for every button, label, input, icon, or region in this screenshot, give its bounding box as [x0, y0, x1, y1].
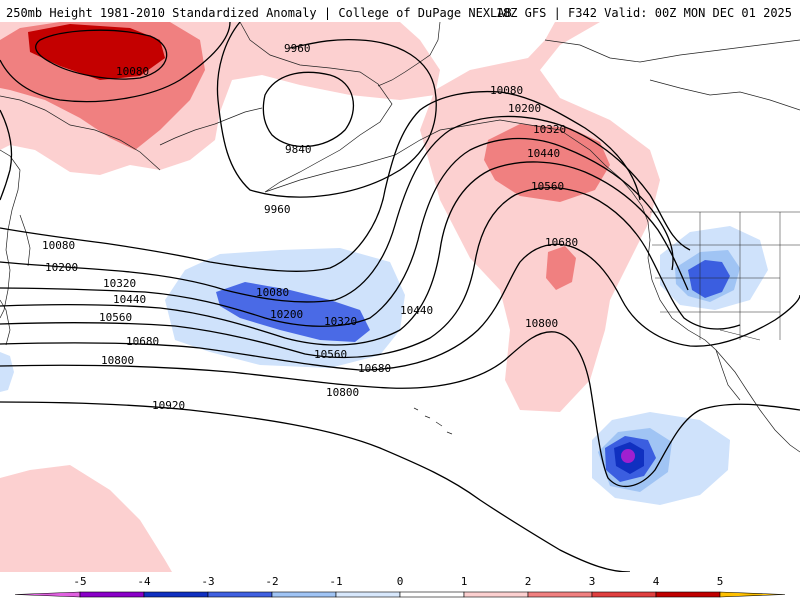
contour-label: 10320: [533, 123, 566, 136]
state-borders: [650, 211, 800, 341]
contour-label: 10080: [42, 239, 75, 252]
japan-coast: [0, 299, 11, 346]
legend-swatch: [591, 591, 657, 598]
legend-tick-label: 5: [717, 575, 724, 588]
geography: [0, 22, 800, 453]
legend-tick-label: 1: [461, 575, 468, 588]
hawaii-islands: [413, 407, 453, 435]
contour-label: 10800: [525, 317, 558, 330]
legend-swatch: [527, 591, 593, 598]
positive-anomaly-region: [546, 246, 576, 290]
contour-labels: 10080 9960 9840 9960 10080 10200 10320 1…: [42, 42, 578, 412]
contour-label: 10080: [116, 65, 149, 78]
model-valid-time: 18Z GFS | F342 Valid: 00Z MON DEC 01 202…: [495, 6, 792, 20]
siberia-coastline: [0, 95, 161, 171]
contour-label: 10680: [545, 236, 578, 249]
contour-label: 10680: [358, 362, 391, 375]
contour-label: 9840: [285, 143, 312, 156]
legend-tick-label: 0: [397, 575, 404, 588]
contour-west-edge: [0, 109, 13, 201]
title-bar: 250mb Height 1981-2010 Standardized Anom…: [0, 0, 800, 22]
positive-anomaly-region: [0, 465, 172, 572]
alaska-coastline: [239, 22, 561, 193]
legend-swatch: [719, 591, 786, 598]
positive-anomaly-core: [28, 24, 165, 80]
mexico-coastline: [715, 349, 800, 453]
contour-9840: [262, 71, 354, 148]
contour-10800: [0, 331, 800, 488]
anomaly-shading: [0, 22, 768, 572]
contour-label: 10560: [314, 348, 347, 361]
contour-10920: [0, 401, 631, 572]
legend-tick-label: 2: [525, 575, 532, 588]
legend-swatch: [655, 591, 721, 598]
contour-10560: [0, 186, 741, 359]
legend-swatch: [463, 591, 529, 598]
legend-tick-label: -1: [329, 575, 342, 588]
contour-label: 10320: [324, 315, 357, 328]
contour-label: 9960: [284, 42, 311, 55]
contour-9960-nw: [0, 22, 231, 103]
contour-label: 10440: [113, 293, 146, 306]
kuril-islands: [19, 214, 31, 267]
contour-10200: [0, 115, 691, 303]
legend-tick-label: 4: [653, 575, 660, 588]
contour-label: 10200: [45, 261, 78, 274]
contour-10440: [0, 161, 689, 346]
contour-10680: [0, 243, 800, 371]
contour-10080-nw: [35, 29, 168, 80]
contour-label: 10080: [256, 286, 289, 299]
contour-9960: [216, 22, 437, 198]
contour-label: 10800: [326, 386, 359, 399]
contour-label: 10200: [270, 308, 303, 321]
legend-swatch: [14, 591, 81, 598]
contour-label: 10440: [400, 304, 433, 317]
contour-label: 10920: [152, 399, 185, 412]
hudson-region: [649, 79, 800, 111]
negative-anomaly-core: [688, 260, 730, 298]
legend-swatch: [399, 591, 465, 598]
contour-label: 10200: [508, 102, 541, 115]
contour-label: 10080: [490, 84, 523, 97]
legend-swatch: [271, 591, 337, 598]
legend-bar: [14, 591, 786, 598]
contour-10080: [0, 90, 641, 272]
contour-label: 10560: [531, 180, 564, 193]
canada-arctic: [544, 39, 800, 63]
negative-anomaly-region: [0, 352, 14, 392]
contour-label: 10320: [103, 277, 136, 290]
positive-anomaly-region: [0, 22, 660, 412]
anomaly-map: 10080 9960 9840 9960 10080 10200 10320 1…: [0, 22, 800, 572]
contour-label: 10800: [101, 354, 134, 367]
legend-tick-label: -4: [137, 575, 151, 588]
contour-label: 10440: [527, 147, 560, 160]
legend-tick-label: -5: [73, 575, 86, 588]
contour-label: 10560: [99, 311, 132, 324]
negative-anomaly-peak: [621, 449, 635, 463]
legend-tick-label: -3: [201, 575, 214, 588]
legend-tick-label: 3: [589, 575, 596, 588]
height-contours: [0, 22, 800, 572]
aleutian-islands: [159, 107, 263, 146]
legend-swatch: [79, 591, 145, 598]
legend-swatch: [335, 591, 401, 598]
legend-swatch: [207, 591, 273, 598]
contour-label: 9960: [264, 203, 291, 216]
legend-tick-label: -2: [265, 575, 278, 588]
legend-ticks: -5 -4 -3 -2 -1 0 1 2 3 4 5: [73, 575, 723, 588]
map-title: 250mb Height 1981-2010 Standardized Anom…: [6, 6, 512, 20]
legend-swatch: [143, 591, 209, 598]
contour-label: 10680: [126, 335, 159, 348]
contour-10320: [0, 137, 674, 327]
color-scale-legend: -5 -4 -3 -2 -1 0 1 2 3 4 5: [14, 575, 786, 598]
